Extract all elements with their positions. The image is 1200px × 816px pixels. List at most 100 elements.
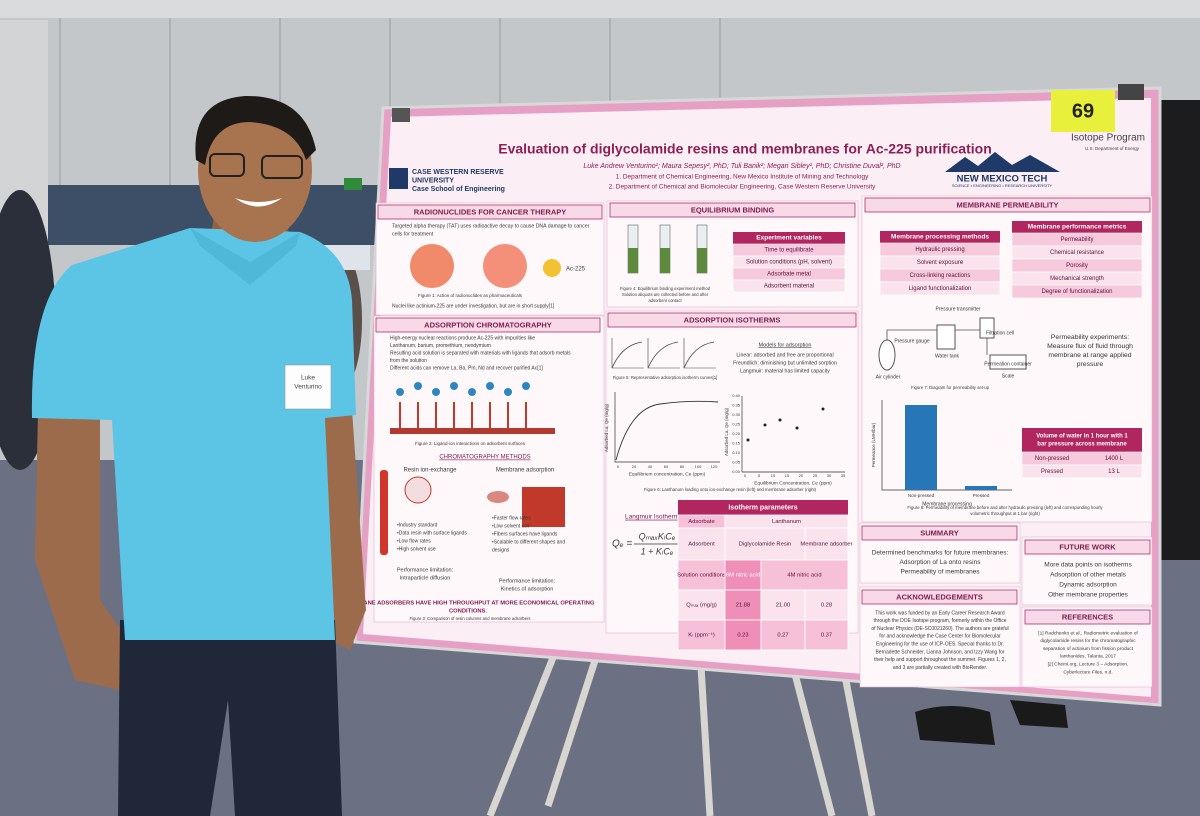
tick-label: 35	[841, 473, 846, 478]
section-header-box	[609, 202, 856, 218]
tick-label: 100	[695, 464, 702, 469]
diagram-label: Pressure gauge	[894, 338, 930, 344]
reference-text: lanthanides, Talanta, 2017	[1060, 654, 1116, 660]
tick-label: 0	[744, 473, 747, 478]
tick-label: 40	[648, 464, 653, 469]
permeance-bar	[965, 486, 997, 490]
model-text: Freundlich: diminishing but unlimited so…	[733, 360, 837, 366]
easel-leg	[544, 643, 604, 808]
axis-label: Equilibrium Concentration, Ce (ppm)	[754, 480, 832, 486]
table-header	[733, 232, 845, 244]
section-heading: SUMMARY	[920, 528, 958, 537]
reference-text: [1] Radchenko et al., Radiometric evalua…	[1038, 630, 1138, 636]
cwru-logo	[389, 168, 408, 189]
badge-name: Venturino	[294, 384, 322, 391]
tick-label: 120	[711, 464, 718, 469]
section-panel	[373, 315, 605, 623]
future-work-text: Dynamic adsorption	[1059, 582, 1117, 589]
tick-label: 5	[758, 473, 761, 478]
acknowledgement-text: Bernadette Schneider, Lianna Johnson, an…	[875, 649, 1004, 655]
cwru-logo-text: UNIVERSITY	[412, 177, 454, 184]
dark-board	[1160, 100, 1200, 560]
nmt-tagline: SCIENCE • ENGINEERING • RESEARCH UNIVERS…	[952, 183, 1053, 188]
resin-bead	[404, 476, 432, 504]
tick-label: 0.40	[732, 393, 741, 398]
diagram-label: Permeation container	[984, 361, 1032, 367]
binder-clip	[1118, 84, 1144, 100]
model-text: Langmuir: material has limited capacity	[740, 368, 830, 374]
section-header-box	[861, 525, 1018, 541]
table-cell: Lanthanum	[772, 519, 801, 525]
table-header	[1012, 221, 1142, 233]
acknowledgement-text: and 3 are partially created with BioRend…	[893, 665, 987, 671]
acknowledgement-text: of Nuclear Physics (DE-SC0021260). The a…	[871, 626, 1008, 632]
note-text: Nuclei like actinium-225 are under inves…	[392, 303, 555, 309]
binder-clip	[392, 108, 410, 122]
model-text: Linear: adsorbed and free are proportion…	[736, 352, 833, 358]
smile	[235, 198, 282, 207]
section-heading: ADSORPTION ISOTHERMS	[684, 315, 781, 324]
tick-label: 10	[771, 473, 776, 478]
limitation-text: Kinetics of adsorption	[501, 586, 554, 592]
poster-title: Evaluation of diglycolamide resins and m…	[498, 141, 992, 157]
tick-label: 0.20	[732, 431, 741, 436]
axes	[611, 338, 644, 369]
diagram-label: Filtration cell	[986, 330, 1014, 336]
table-header-text: Membrane processing methods	[891, 234, 989, 241]
limitation-text: Intraparticle diffusion	[400, 575, 451, 581]
tick-label: 15	[785, 473, 790, 478]
section-header-box	[377, 204, 603, 220]
table-cell-bg	[677, 527, 726, 561]
metal-ion	[432, 388, 440, 396]
data-point	[795, 426, 799, 430]
isotherm-curve	[611, 341, 643, 369]
table-cell: Porosity	[1066, 263, 1088, 269]
table-cell: 0.37	[821, 633, 832, 639]
easel-leg	[786, 654, 836, 816]
experiment-text: Measure flux of fluid through	[1047, 343, 1133, 350]
equation-text: 1 + KₗCₑ	[641, 546, 674, 556]
metal-ion	[522, 382, 530, 390]
section-header-box	[607, 312, 857, 328]
left-arm	[35, 410, 135, 690]
table-cell: 1400 L	[1105, 456, 1124, 462]
axis-label: Adsorbed La, Qe (mg/g)	[604, 403, 609, 452]
table-cell: Pressed	[1041, 469, 1063, 475]
table-header-text: Membrane performance metrics	[1028, 224, 1127, 231]
metal-ion	[468, 388, 476, 396]
metal-ion	[504, 388, 512, 396]
table-cell-bg	[724, 619, 762, 651]
metal-ion	[450, 382, 458, 390]
table-cell: Non-pressed	[1035, 456, 1069, 462]
cwru-logo-text: Case School of Engineering	[412, 186, 505, 193]
diagram-label: Air cylinder	[876, 374, 901, 380]
conclusion-text: MEMBRANE ADSORBERS HAVE HIGH THROUGHPUT …	[342, 601, 595, 607]
table-cell: Degree of functionalization	[1041, 289, 1112, 295]
subheading: Models for adsorption	[759, 342, 812, 348]
figure-caption: Figure 6: Lanthanum loading onto ion-exc…	[644, 487, 817, 492]
experiment-text: Permeability experiments:	[1051, 334, 1129, 341]
tick-label: 0.15	[732, 441, 741, 446]
nmt-logo-text: NEW MEXICO TECH	[957, 174, 1048, 185]
limitation-text: Performance limitation:	[499, 578, 556, 584]
tube-liquid	[697, 248, 707, 273]
membrane-module	[522, 487, 565, 527]
bullet-text: High-energy nuclear reactions produce Ac…	[390, 335, 535, 341]
adsorbent-surface	[390, 428, 555, 434]
water-tank	[936, 324, 956, 350]
figure-caption: Figure 8: Permeability of membrane befor…	[907, 505, 1103, 510]
poster-authors: Luke Andrew Venturino¹; Maura Sepesy², P…	[583, 163, 900, 170]
reference-text: [2] Chemi.org, Lecture 3 – Adsorption,	[1048, 661, 1129, 667]
table-cell: 0.23	[737, 633, 748, 639]
axis-label: Adsorbed La, Qe (mg/g)	[724, 407, 729, 456]
resin-column	[380, 470, 388, 555]
future-work-text: More data points on isotherms	[1044, 562, 1132, 569]
experiment-text: pressure	[1077, 361, 1104, 368]
acknowledgement-text: Engineering for the use of ICP-OES. Spec…	[876, 642, 1004, 648]
acknowledgement-text: This work was funded by an Early Career …	[875, 610, 1005, 616]
table-cell: Ligand functionalization	[909, 286, 972, 292]
isotope-label: Ac-225	[566, 267, 586, 273]
shoe	[915, 706, 995, 745]
cell-illustration	[483, 244, 527, 288]
